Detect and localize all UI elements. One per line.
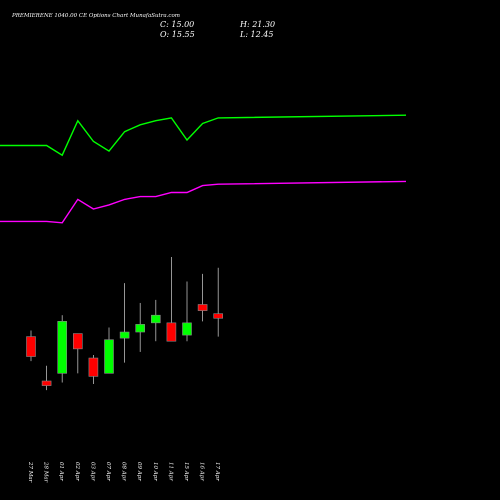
open-value: O: 15.55 bbox=[160, 30, 195, 39]
candle-body-up bbox=[119, 331, 130, 339]
x-tick-label: 09 Apr bbox=[136, 462, 142, 481]
x-tick-label: 15 Apr bbox=[183, 462, 189, 481]
x-tick-label: 08 Apr bbox=[121, 462, 127, 481]
x-tick-label: 10 Apr bbox=[152, 462, 158, 481]
x-tick-label: 02 Apr bbox=[74, 462, 80, 481]
indicator-line-1 bbox=[0, 114, 407, 157]
x-tick-label: 11 Apr bbox=[167, 462, 173, 481]
candle-body-down bbox=[197, 304, 208, 311]
x-tick-label: 27 Mar bbox=[27, 461, 33, 483]
candle-body-up bbox=[135, 324, 145, 333]
x-tick-label: 16 Apr bbox=[199, 462, 205, 481]
chart-title: PREMIERENE 1040.00 CE Options Chart Muna… bbox=[11, 13, 180, 19]
candle-body-down bbox=[166, 322, 177, 342]
low-value: L: 12.45 bbox=[239, 30, 273, 39]
indicator-line-2 bbox=[0, 180, 407, 224]
candle-body-down bbox=[88, 357, 99, 377]
candle-body-up bbox=[57, 321, 68, 374]
x-tick-label: 03 Apr bbox=[89, 462, 95, 481]
candle-body-up bbox=[104, 339, 114, 374]
x-tick-label: 28 Mar bbox=[43, 461, 49, 483]
candle-body-up bbox=[151, 314, 161, 324]
high-value: H: 21.30 bbox=[239, 20, 275, 29]
x-tick-label: 17 Apr bbox=[214, 462, 220, 481]
close-value: C: 15.00 bbox=[160, 20, 194, 29]
candle-body-down bbox=[41, 380, 52, 386]
candle-body-down bbox=[26, 336, 36, 357]
x-tick-label: 07 Apr bbox=[105, 462, 111, 481]
candles bbox=[26, 257, 223, 391]
indicator-lines bbox=[0, 114, 407, 224]
x-tick-label: 01 Apr bbox=[58, 462, 64, 481]
candle-body-up bbox=[182, 322, 192, 336]
candle-body-down bbox=[213, 313, 223, 319]
candle-body-down bbox=[73, 333, 83, 350]
x-axis-tick-labels: 27 Mar 28 Mar 01 Apr 02 Apr 03 Apr 07 Apr 08 A… bbox=[27, 461, 220, 483]
